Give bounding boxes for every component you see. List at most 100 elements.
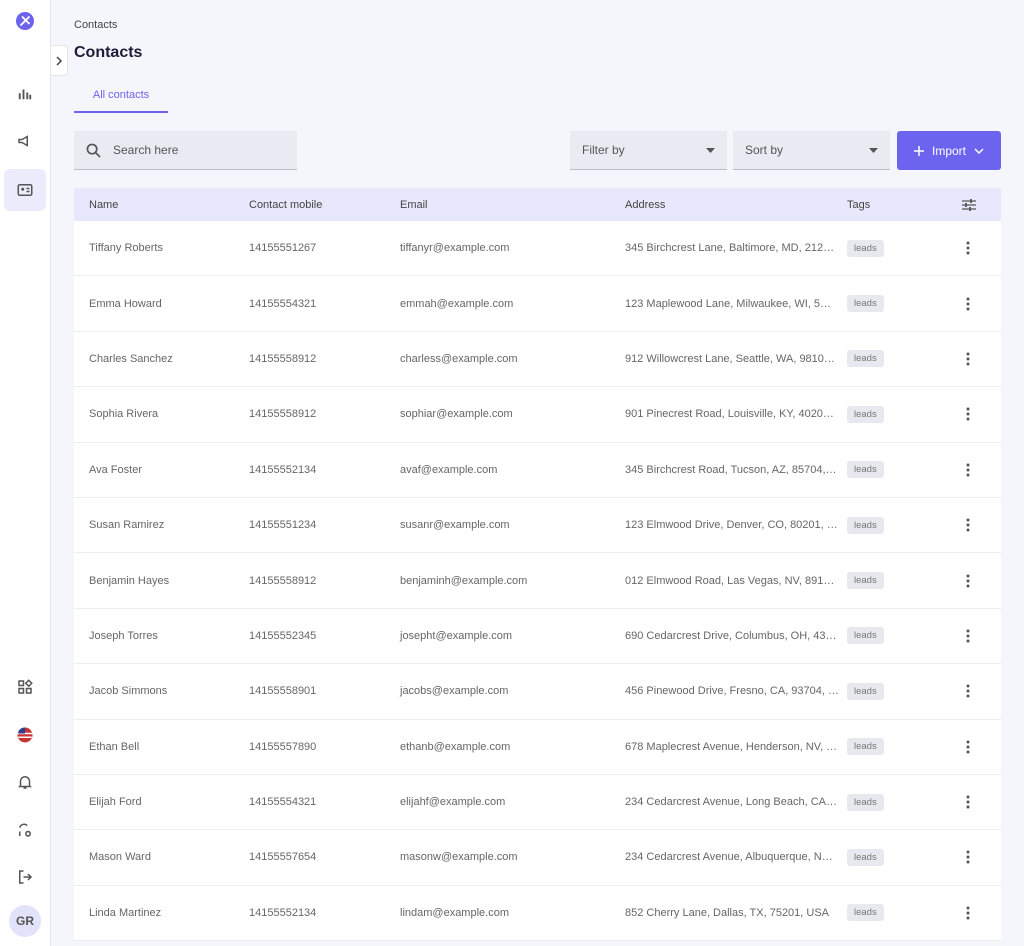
column-header: Tags (847, 198, 871, 211)
plus-icon (913, 145, 924, 156)
filter-dropdown[interactable]: Filter by (570, 131, 727, 170)
cell-email: emmah@example.com (400, 297, 514, 310)
row-menu[interactable] (966, 886, 970, 940)
row-menu[interactable] (966, 664, 970, 718)
search-placeholder: Search here (113, 143, 179, 157)
logo[interactable] (4, 0, 46, 42)
column-header: Email (400, 198, 428, 211)
cell-address: 234 Cedarcrest Avenue, Long Beach, CA… (625, 796, 837, 809)
column-settings[interactable] (962, 188, 976, 221)
search-icon (86, 143, 101, 158)
search-box[interactable]: Search here (74, 131, 297, 170)
tag: leads (847, 405, 884, 423)
cell-address: 901 Pinecrest Road, Louisville, KY, 4020… (625, 408, 834, 421)
campaign-icon[interactable] (4, 120, 46, 162)
cell-mobile: 14155557890 (249, 740, 317, 753)
tag: leads (847, 627, 884, 645)
row-menu[interactable] (966, 720, 970, 774)
row-menu[interactable] (966, 498, 970, 552)
cell-address: 234 Cedarcrest Avenue, Albuquerque, N… (625, 851, 833, 864)
column-header: Name (89, 198, 119, 211)
cell-mobile: 14155554321 (249, 297, 317, 310)
integrations-icon[interactable] (4, 809, 46, 851)
expand-toggle[interactable] (51, 45, 68, 76)
cell-email: jacobs@example.com (400, 685, 509, 698)
cell-email: lindam@example.com (400, 906, 509, 919)
row-menu[interactable] (966, 221, 970, 275)
cell-name: Mason Ward (89, 851, 151, 864)
sidebar: GR (0, 0, 51, 946)
user-avatar[interactable]: GR (9, 905, 41, 937)
cell-mobile: 14155558912 (249, 574, 317, 587)
cell-tag: leads (847, 221, 884, 275)
cell-tag: leads (847, 830, 884, 884)
tag: leads (847, 516, 884, 534)
cell-name: Linda Martinez (89, 906, 162, 919)
cell-mobile: 14155551234 (249, 519, 317, 532)
row-menu[interactable] (966, 276, 970, 330)
notifications-icon[interactable] (4, 761, 46, 803)
cell-tag: leads (847, 387, 884, 441)
row-menu[interactable] (966, 387, 970, 441)
contact-row[interactable]: Sophia Rivera 14155558912 sophiar@example.… (74, 387, 1001, 443)
contact-row[interactable]: Ethan Bell 14155557890 ethanb@example.com 6… (74, 719, 1001, 775)
language-icon[interactable] (4, 714, 46, 756)
cell-tag: leads (847, 332, 884, 386)
contact-row[interactable]: Benjamin Hayes 14155558912 benjaminh@examp… (74, 553, 1001, 609)
cell-name: Charles Sanchez (89, 352, 173, 365)
row-menu[interactable] (966, 830, 970, 884)
row-menu[interactable] (966, 443, 970, 497)
cell-tag: leads (847, 443, 884, 497)
tag: leads (847, 904, 884, 922)
tag: leads (847, 239, 884, 257)
table-header: Name Contact mobile Email Address Tags (74, 188, 1001, 221)
cell-mobile: 14155558912 (249, 408, 317, 421)
cell-email: charless@example.com (400, 352, 518, 365)
cell-name: Ethan Bell (89, 740, 140, 753)
cell-tag: leads (847, 553, 884, 607)
contacts-icon[interactable] (4, 169, 46, 211)
tab[interactable]: All contacts (74, 89, 168, 113)
contact-row[interactable]: Linda Martinez 14155552134 lindam@example.… (74, 885, 1001, 942)
cell-name: Susan Ramirez (89, 519, 165, 532)
apps-icon[interactable] (4, 666, 46, 708)
cell-name: Sophia Rivera (89, 408, 159, 421)
cell-address: 678 Maplecrest Avenue, Henderson, NV, … (625, 740, 838, 753)
row-menu[interactable] (966, 609, 970, 663)
import-label: Import (931, 143, 966, 158)
import-button[interactable]: Import (897, 131, 1001, 170)
cell-tag: leads (847, 498, 884, 552)
row-menu[interactable] (966, 775, 970, 829)
cell-email: ethanb@example.com (400, 740, 511, 753)
cell-mobile: 14155552134 (249, 906, 317, 919)
contact-row[interactable]: Susan Ramirez 14155551234 susanr@example.c… (74, 497, 1001, 554)
row-menu[interactable] (966, 332, 970, 386)
sort-dropdown[interactable]: Sort by (733, 131, 890, 170)
logout-icon[interactable] (4, 856, 46, 898)
cell-mobile: 14155558912 (249, 352, 317, 365)
contact-row[interactable]: Elijah Ford 14155554321 elijahf@example.co… (74, 774, 1001, 831)
caret (706, 148, 715, 153)
tag: leads (847, 295, 884, 313)
contact-row[interactable]: Charles Sanchez 14155558912 charless@examp… (74, 331, 1001, 388)
cell-mobile: 14155554321 (249, 796, 317, 809)
row-menu[interactable] (966, 553, 970, 607)
cell-address: 123 Elmwood Drive, Denver, CO, 80201, … (625, 519, 838, 532)
contact-row[interactable]: Jacob Simmons 14155558901 jacobs@example.c… (74, 664, 1001, 720)
tag: leads (847, 461, 884, 479)
tag: leads (847, 738, 884, 756)
tag: leads (847, 572, 884, 590)
cell-tag: leads (847, 775, 884, 829)
breadcrumb[interactable]: Contacts (74, 19, 118, 31)
cell-mobile: 14155552134 (249, 463, 317, 476)
contact-row[interactable]: Mason Ward 14155557654 masonw@example.com 2… (74, 830, 1001, 886)
contact-row[interactable]: Tiffany Roberts 14155551267 tiffanyr@examp… (74, 221, 1001, 277)
contact-row[interactable]: Emma Howard 14155554321 emmah@example.com 1… (74, 276, 1001, 332)
cell-address: 123 Maplewood Lane, Milwaukee, WI, 5… (625, 297, 832, 310)
cell-name: Jacob Simmons (89, 685, 168, 698)
analytics-icon[interactable] (4, 73, 46, 115)
contact-row[interactable]: Ava Foster 14155552134 avaf@example.com 345… (74, 442, 1001, 498)
cell-mobile: 14155551267 (249, 242, 317, 255)
contact-row[interactable]: Joseph Torres 14155552345 josepht@example.… (74, 608, 1001, 665)
cell-name: Ava Foster (89, 463, 142, 476)
